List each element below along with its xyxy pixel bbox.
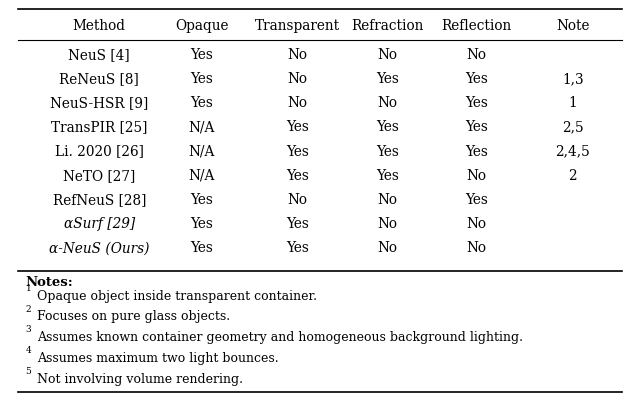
Text: No: No — [287, 96, 308, 111]
Text: Focuses on pure glass objects.: Focuses on pure glass objects. — [37, 310, 230, 323]
Text: Assumes known container geometry and homogeneous background lighting.: Assumes known container geometry and hom… — [37, 331, 523, 344]
Text: Assumes maximum two light bounces.: Assumes maximum two light bounces. — [37, 352, 279, 365]
Text: No: No — [287, 193, 308, 207]
Text: 1: 1 — [26, 284, 31, 293]
Text: 3: 3 — [26, 326, 31, 334]
Text: α-NeuS (Ours): α-NeuS (Ours) — [49, 241, 150, 255]
Text: ReNeuS [8]: ReNeuS [8] — [60, 72, 139, 86]
Text: Yes: Yes — [286, 241, 309, 255]
Text: No: No — [377, 241, 397, 255]
Text: 5: 5 — [26, 367, 31, 376]
Text: Yes: Yes — [286, 144, 309, 159]
Text: 1,3: 1,3 — [562, 72, 584, 86]
Text: Opaque: Opaque — [175, 19, 228, 34]
Text: No: No — [287, 72, 308, 86]
Text: No: No — [287, 48, 308, 62]
Text: Yes: Yes — [190, 241, 213, 255]
Text: Yes: Yes — [465, 144, 488, 159]
Text: No: No — [467, 217, 487, 231]
Text: Yes: Yes — [190, 193, 213, 207]
Text: 4: 4 — [26, 346, 31, 355]
Text: Yes: Yes — [190, 72, 213, 86]
Text: Refraction: Refraction — [351, 19, 424, 34]
Text: N/A: N/A — [188, 144, 215, 159]
Text: Method: Method — [73, 19, 125, 34]
Text: αSurf [29]: αSurf [29] — [63, 217, 135, 231]
Text: No: No — [467, 169, 487, 183]
Text: Reflection: Reflection — [442, 19, 512, 34]
Text: Yes: Yes — [190, 217, 213, 231]
Text: Yes: Yes — [376, 144, 399, 159]
Text: Yes: Yes — [376, 120, 399, 134]
Text: Yes: Yes — [286, 120, 309, 134]
Text: Yes: Yes — [465, 120, 488, 134]
Text: RefNeuS [28]: RefNeuS [28] — [52, 193, 146, 207]
Text: Yes: Yes — [286, 217, 309, 231]
Text: 1: 1 — [568, 96, 577, 111]
Text: No: No — [377, 48, 397, 62]
Text: Yes: Yes — [465, 193, 488, 207]
Text: Yes: Yes — [190, 96, 213, 111]
Text: 2,5: 2,5 — [562, 120, 584, 134]
Text: Yes: Yes — [465, 96, 488, 111]
Text: Transparent: Transparent — [255, 19, 340, 34]
Text: Yes: Yes — [376, 169, 399, 183]
Text: No: No — [377, 217, 397, 231]
Text: TransPIR [25]: TransPIR [25] — [51, 120, 147, 134]
Text: 2,4,5: 2,4,5 — [556, 144, 590, 159]
Text: N/A: N/A — [188, 169, 215, 183]
Text: No: No — [377, 96, 397, 111]
Text: NeuS [4]: NeuS [4] — [68, 48, 130, 62]
Text: NeTO [27]: NeTO [27] — [63, 169, 135, 183]
Text: N/A: N/A — [188, 120, 215, 134]
Text: Li. 2020 [26]: Li. 2020 [26] — [55, 144, 143, 159]
Text: 2: 2 — [568, 169, 577, 183]
Text: Note: Note — [556, 19, 589, 34]
Text: Notes:: Notes: — [26, 276, 74, 288]
Text: No: No — [377, 193, 397, 207]
Text: Yes: Yes — [465, 72, 488, 86]
Text: Not involving volume rendering.: Not involving volume rendering. — [37, 373, 243, 385]
Text: NeuS-HSR [9]: NeuS-HSR [9] — [50, 96, 148, 111]
Text: No: No — [467, 48, 487, 62]
Text: No: No — [467, 241, 487, 255]
Text: Yes: Yes — [190, 48, 213, 62]
Text: Yes: Yes — [286, 169, 309, 183]
Text: Opaque object inside transparent container.: Opaque object inside transparent contain… — [37, 290, 317, 302]
Text: Yes: Yes — [376, 72, 399, 86]
Text: 2: 2 — [26, 305, 31, 314]
